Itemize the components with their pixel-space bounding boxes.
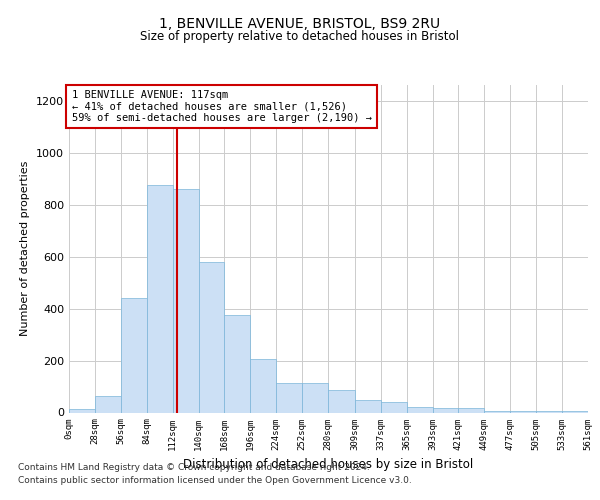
Bar <box>433 408 458 412</box>
Bar <box>458 408 484 412</box>
Text: 1, BENVILLE AVENUE, BRISTOL, BS9 2RU: 1, BENVILLE AVENUE, BRISTOL, BS9 2RU <box>160 18 440 32</box>
Bar <box>121 298 147 412</box>
Bar <box>536 411 562 412</box>
Bar <box>510 411 536 412</box>
Bar <box>224 315 250 412</box>
Text: 1 BENVILLE AVENUE: 117sqm
← 41% of detached houses are smaller (1,526)
59% of se: 1 BENVILLE AVENUE: 117sqm ← 41% of detac… <box>71 90 371 123</box>
Bar <box>328 390 355 412</box>
Bar <box>199 262 224 412</box>
Bar <box>95 396 121 412</box>
Text: Size of property relative to detached houses in Bristol: Size of property relative to detached ho… <box>140 30 460 43</box>
Bar <box>562 411 588 412</box>
Bar <box>484 411 510 412</box>
Bar <box>173 189 199 412</box>
Bar <box>407 407 433 412</box>
Bar <box>355 400 381 412</box>
Text: Contains HM Land Registry data © Crown copyright and database right 2024.: Contains HM Land Registry data © Crown c… <box>18 462 370 471</box>
Bar <box>69 410 95 412</box>
Y-axis label: Number of detached properties: Number of detached properties <box>20 161 31 336</box>
Bar <box>147 185 173 412</box>
Text: Contains public sector information licensed under the Open Government Licence v3: Contains public sector information licen… <box>18 476 412 485</box>
Bar <box>381 402 407 412</box>
Bar <box>302 382 328 412</box>
Bar <box>250 359 276 412</box>
X-axis label: Distribution of detached houses by size in Bristol: Distribution of detached houses by size … <box>184 458 473 471</box>
Bar <box>276 382 302 412</box>
